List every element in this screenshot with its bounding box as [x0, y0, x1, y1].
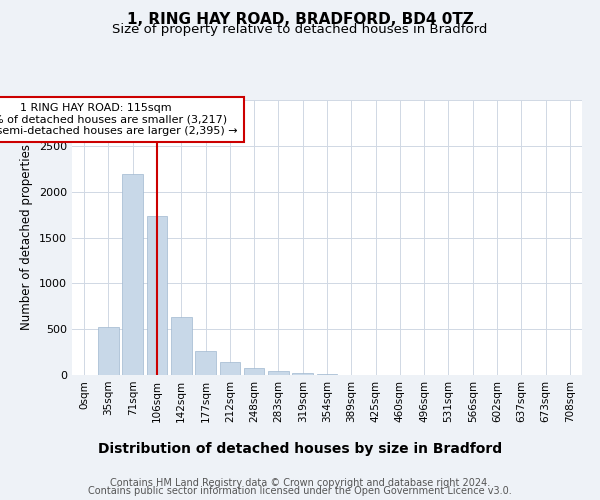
Bar [171, 318, 191, 375]
Text: Contains public sector information licensed under the Open Government Licence v3: Contains public sector information licen… [88, 486, 512, 496]
Text: 1, RING HAY ROAD, BRADFORD, BD4 0TZ: 1, RING HAY ROAD, BRADFORD, BD4 0TZ [127, 12, 473, 28]
Text: Size of property relative to detached houses in Bradford: Size of property relative to detached ho… [112, 24, 488, 36]
Text: 1 RING HAY ROAD: 115sqm
← 57% of detached houses are smaller (3,217)
42% of semi: 1 RING HAY ROAD: 115sqm ← 57% of detache… [0, 103, 238, 136]
Bar [292, 373, 313, 375]
Text: Distribution of detached houses by size in Bradford: Distribution of detached houses by size … [98, 442, 502, 456]
Y-axis label: Number of detached properties: Number of detached properties [20, 144, 34, 330]
Bar [98, 328, 119, 375]
Text: Contains HM Land Registry data © Crown copyright and database right 2024.: Contains HM Land Registry data © Crown c… [110, 478, 490, 488]
Bar [317, 374, 337, 375]
Bar [244, 368, 265, 375]
Bar [146, 216, 167, 375]
Bar [220, 362, 240, 375]
Bar [268, 372, 289, 375]
Bar [122, 174, 143, 375]
Bar [195, 351, 216, 375]
